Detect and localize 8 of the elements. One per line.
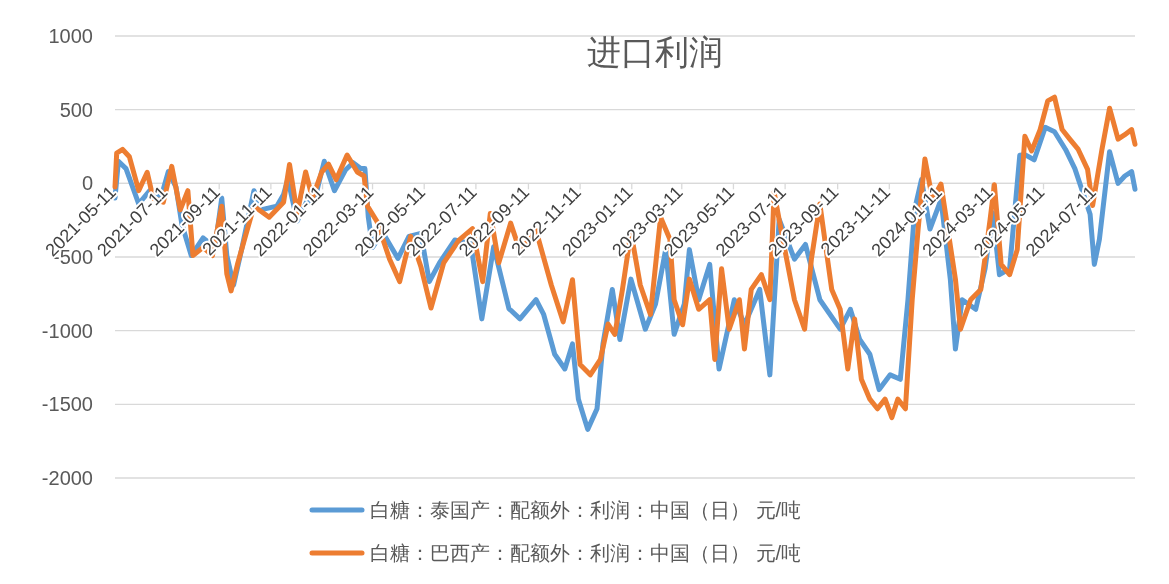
legend-label: 白糖：巴西产：配额外：利润：中国（日） 元/吨 <box>370 542 802 564</box>
y-tick-label: 1000 <box>48 25 93 47</box>
legend-label: 白糖：泰国产：配额外：利润：中国（日） 元/吨 <box>370 499 802 521</box>
y-tick-label: -1000 <box>41 319 93 342</box>
y-tick-label: -2000 <box>41 467 93 489</box>
y-tick-label: -1500 <box>41 393 93 416</box>
chart-title: 进口利润 <box>587 34 723 71</box>
y-tick-label: 500 <box>59 98 93 121</box>
